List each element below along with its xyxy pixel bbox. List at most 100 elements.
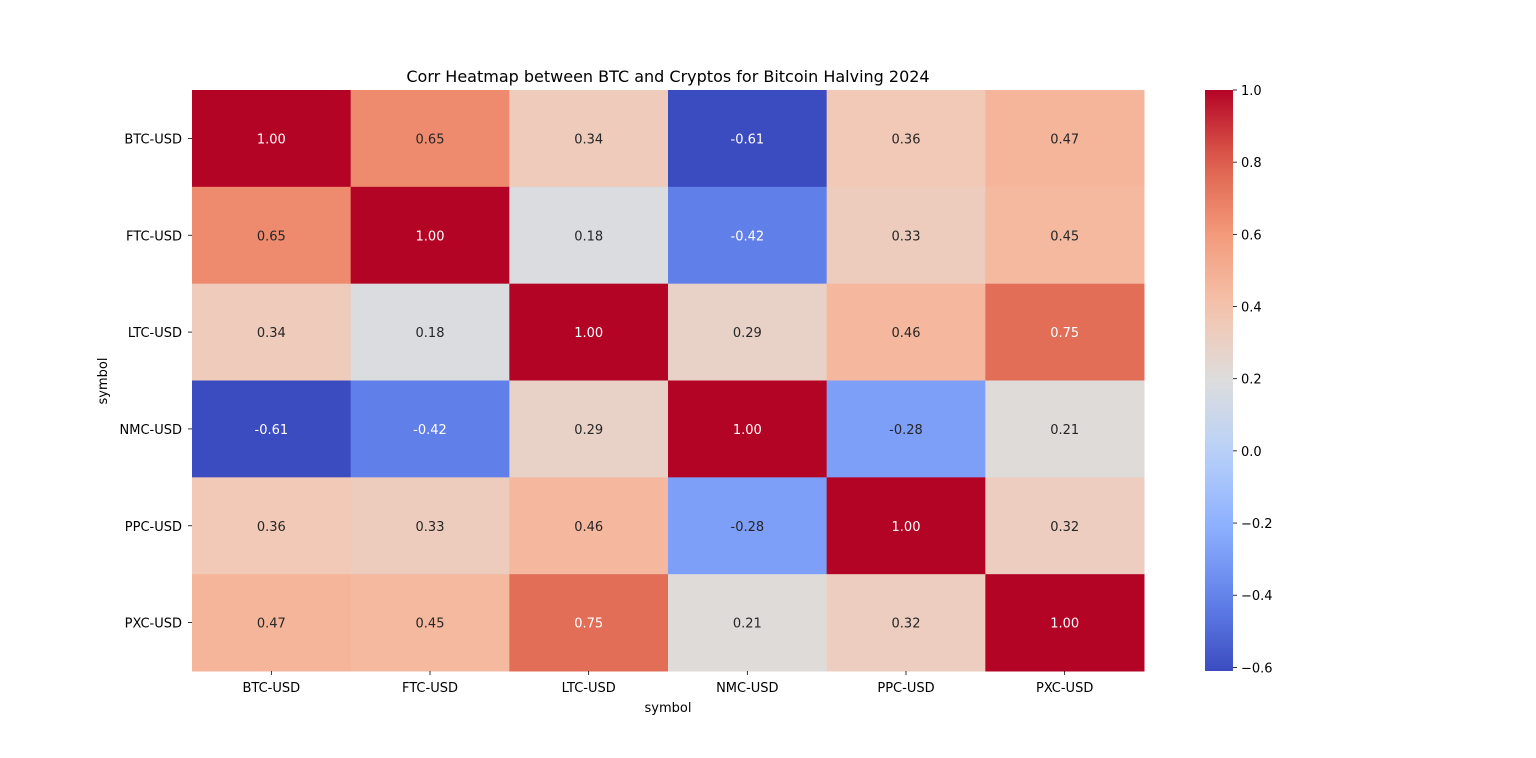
heatmap-cell <box>668 477 828 575</box>
y-axis-label: symbol <box>96 358 111 405</box>
heatmap-cell <box>668 90 828 188</box>
heatmap-cell <box>192 283 352 381</box>
heatmap-cell <box>350 574 510 672</box>
cell-value-label: 0.34 <box>257 326 286 341</box>
cell-value-label: 0.32 <box>1050 520 1079 535</box>
cell-value-label: 0.36 <box>257 520 286 535</box>
heatmap-cell <box>826 380 986 478</box>
colorbar-tick-label: 0.6 <box>1241 228 1262 243</box>
x-axis: BTC-USD FTC-USD LTC-USD NMC-USD PPC-USD PXC-U… <box>243 671 1093 696</box>
cell-annotations: 1.00 0.65 0.34 -0.61 0.36 0.47 0.65 1.00 0.18 -0.… <box>255 132 1080 631</box>
cell-value-label: 0.45 <box>1050 229 1079 244</box>
heatmap-cell <box>192 380 352 478</box>
colorbar-tick-label: −0.4 <box>1241 589 1273 604</box>
cell-value-label: 0.21 <box>733 617 762 632</box>
cell-value-label: 0.32 <box>892 617 921 632</box>
chart-title: Corr Heatmap between BTC and Cryptos for… <box>406 67 929 86</box>
cell-value-label: 0.65 <box>257 229 286 244</box>
cell-value-label: -0.42 <box>731 229 765 244</box>
y-tick-label: NMC-USD <box>120 423 183 438</box>
cell-value-label: 0.18 <box>574 229 603 244</box>
cell-value-label: 1.00 <box>892 520 921 535</box>
cell-value-label: 0.65 <box>416 132 445 147</box>
heatmap-cell <box>509 380 669 478</box>
heatmap-cell <box>985 283 1145 381</box>
heatmap-cell <box>350 477 510 575</box>
heatmap-cell <box>509 477 669 575</box>
heatmap-cell <box>985 477 1145 575</box>
heatmap-cell <box>350 380 510 478</box>
colorbar-tick-label: 1.0 <box>1241 84 1262 99</box>
heatmap-cell <box>509 574 669 672</box>
heatmap-cell <box>826 90 986 188</box>
heatmap-cell <box>509 90 669 188</box>
heatmap-cell <box>826 574 986 672</box>
heatmap-cell <box>350 90 510 188</box>
heatmap-cell <box>509 283 669 381</box>
heatmap-cell <box>192 574 352 672</box>
cell-value-label: 1.00 <box>574 326 603 341</box>
x-tick-label: NMC-USD <box>716 681 779 696</box>
cell-value-label: 0.33 <box>892 229 921 244</box>
cell-value-label: 0.33 <box>416 520 445 535</box>
colorbar-gradient <box>1205 90 1233 671</box>
cell-value-label: 0.46 <box>892 326 921 341</box>
heatmap-cell <box>985 186 1145 285</box>
heatmap-cell <box>826 477 986 575</box>
y-axis: BTC-USD FTC-USD LTC-USD NMC-USD PPC-USD PXC-U… <box>120 132 192 632</box>
cell-value-label: 0.36 <box>892 132 921 147</box>
x-tick-label: LTC-USD <box>562 681 616 696</box>
x-tick-label: FTC-USD <box>402 681 458 696</box>
heatmap-cell <box>350 283 510 381</box>
cell-value-label: 0.75 <box>1050 326 1079 341</box>
cell-value-label: 1.00 <box>416 229 445 244</box>
heatmap-cell <box>985 574 1145 672</box>
x-tick-label: PPC-USD <box>877 681 934 696</box>
heatmap-cell <box>192 477 352 575</box>
heatmap-cell <box>509 186 669 285</box>
y-tick-label: BTC-USD <box>124 132 182 147</box>
cell-value-label: 0.34 <box>574 132 603 147</box>
y-tick-label: LTC-USD <box>128 326 182 341</box>
heatmap-cell <box>668 574 828 672</box>
colorbar: −0.6 −0.4 −0.2 0.0 0.2 0.4 0.6 0.8 1.0 <box>1205 84 1273 676</box>
heatmap-cell <box>668 283 828 381</box>
heatmap-cells <box>192 90 1145 672</box>
cell-value-label: 1.00 <box>257 132 286 147</box>
heatmap-cell <box>350 186 510 285</box>
cell-value-label: 0.47 <box>257 617 286 632</box>
cell-value-label: -0.61 <box>731 132 765 147</box>
colorbar-tick-label: 0.2 <box>1241 373 1262 388</box>
cell-value-label: 0.45 <box>416 617 445 632</box>
cell-value-label: 0.18 <box>416 326 445 341</box>
colorbar-tick-label: 0.8 <box>1241 156 1262 171</box>
heatmap-cell <box>192 186 352 285</box>
cell-value-label: -0.42 <box>413 423 447 438</box>
cell-value-label: 1.00 <box>733 423 762 438</box>
heatmap-cell <box>668 186 828 285</box>
cell-value-label: 0.46 <box>574 520 603 535</box>
heatmap-cell <box>985 380 1145 478</box>
y-tick-label: FTC-USD <box>126 229 182 244</box>
colorbar-tick-label: 0.0 <box>1241 445 1262 460</box>
cell-value-label: 1.00 <box>1050 617 1079 632</box>
colorbar-tick-label: 0.4 <box>1241 301 1262 316</box>
x-tick-label: BTC-USD <box>243 681 301 696</box>
cell-value-label: 0.29 <box>733 326 762 341</box>
heatmap-cell <box>668 380 828 478</box>
cell-value-label: 0.47 <box>1050 132 1079 147</box>
y-tick-label: PXC-USD <box>125 617 182 632</box>
cell-value-label: -0.28 <box>889 423 923 438</box>
x-axis-label: symbol <box>645 701 692 716</box>
y-tick-label: PPC-USD <box>125 520 182 535</box>
colorbar-tick-label: −0.2 <box>1241 517 1273 532</box>
cell-value-label: 0.29 <box>574 423 603 438</box>
x-tick-label: PXC-USD <box>1036 681 1093 696</box>
cell-value-label: -0.28 <box>731 520 765 535</box>
heatmap-cell <box>192 90 352 188</box>
colorbar-tick-label: −0.6 <box>1241 661 1273 676</box>
heatmap-cell <box>826 186 986 285</box>
cell-value-label: -0.61 <box>255 423 289 438</box>
heatmap-cell <box>826 283 986 381</box>
